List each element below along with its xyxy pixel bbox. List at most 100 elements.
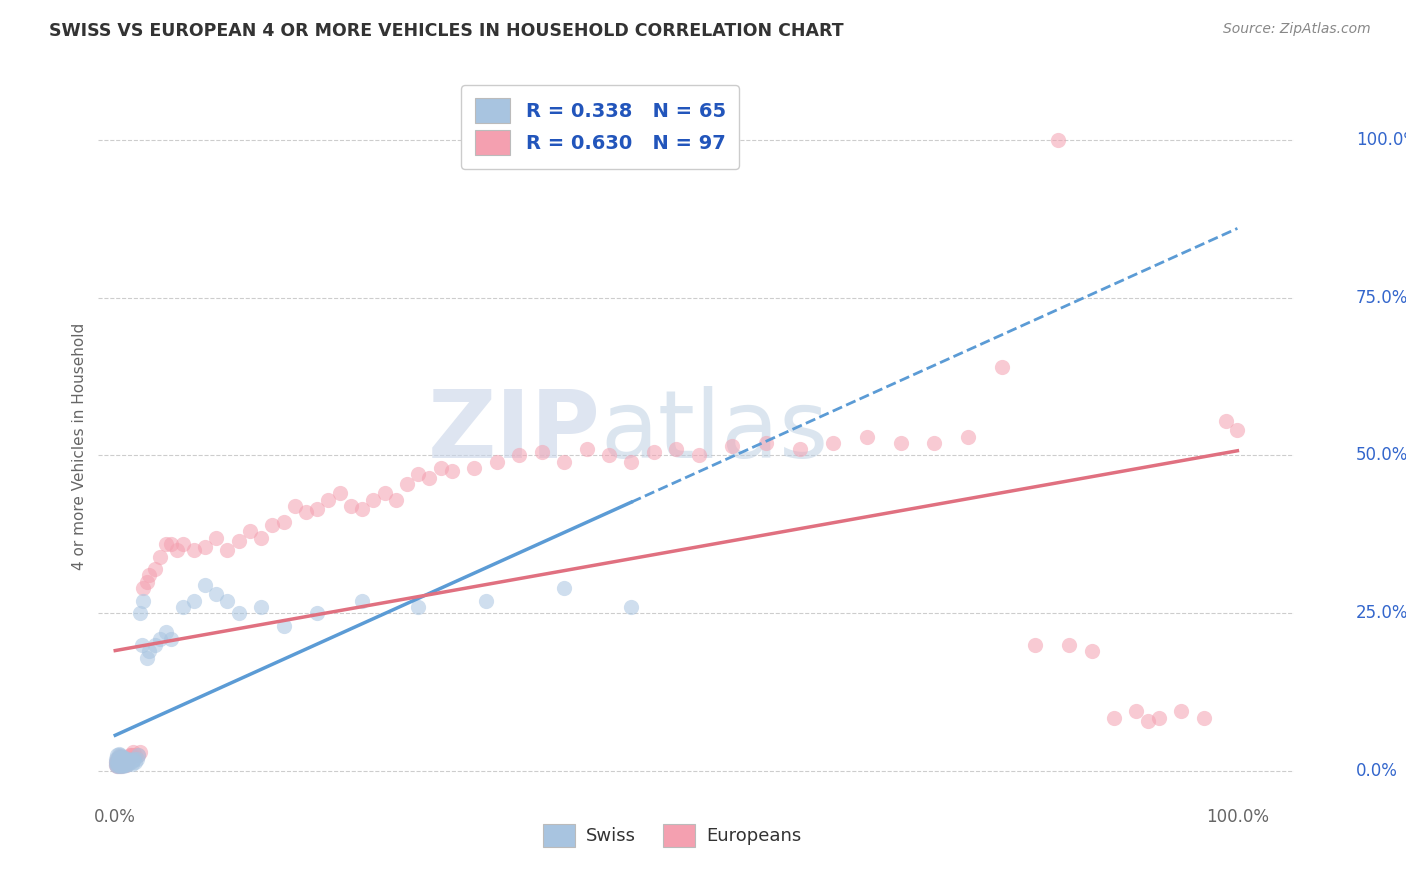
Point [643, 445, 665, 459]
Point [575, 442, 598, 457]
Point [239, 524, 262, 539]
Point [107, 756, 129, 771]
Point [823, 435, 845, 450]
Point [115, 758, 138, 772]
Y-axis label: 4 or more Vehicles in Household: 4 or more Vehicles in Household [72, 322, 87, 570]
Point [107, 750, 129, 764]
Point [273, 515, 295, 529]
Point [374, 486, 396, 500]
Point [110, 756, 132, 771]
Point [112, 755, 135, 769]
Text: 25.0%: 25.0% [1355, 605, 1406, 623]
Point [688, 449, 710, 463]
Point [250, 600, 273, 615]
Point [118, 751, 141, 765]
Point [155, 625, 177, 640]
Point [406, 600, 429, 615]
Point [111, 754, 134, 768]
Point [132, 581, 155, 595]
Point [160, 537, 183, 551]
Point [107, 753, 129, 767]
Point [115, 751, 138, 765]
Point [217, 543, 239, 558]
Point [406, 467, 429, 482]
Point [228, 607, 250, 621]
Text: Source: ZipAtlas.com: Source: ZipAtlas.com [1223, 22, 1371, 37]
Text: 100.0%: 100.0% [1355, 131, 1406, 149]
Point [1057, 638, 1080, 652]
Point [110, 759, 132, 773]
Point [105, 758, 128, 772]
Point [108, 749, 131, 764]
Point [127, 748, 149, 763]
Point [924, 435, 946, 450]
Point [155, 537, 177, 551]
Text: SWISS VS EUROPEAN 4 OR MORE VEHICLES IN HOUSEHOLD CORRELATION CHART: SWISS VS EUROPEAN 4 OR MORE VEHICLES IN … [49, 22, 844, 40]
Point [138, 568, 160, 582]
Point [307, 607, 329, 621]
Point [205, 587, 228, 601]
Point [318, 492, 340, 507]
Point [125, 751, 148, 765]
Point [363, 492, 385, 507]
Point [463, 461, 485, 475]
Point [135, 650, 157, 665]
Point [120, 748, 142, 763]
Point [329, 486, 352, 500]
Point [143, 638, 166, 652]
Point [112, 751, 135, 765]
Point [1024, 638, 1046, 652]
Text: 75.0%: 75.0% [1355, 289, 1406, 307]
Point [183, 543, 205, 558]
Point [111, 758, 134, 772]
Point [132, 593, 155, 607]
Point [108, 758, 131, 772]
Point [108, 755, 131, 769]
Point [107, 756, 129, 770]
Point [111, 758, 134, 772]
Point [856, 429, 879, 443]
Text: 50.0%: 50.0% [1355, 447, 1406, 465]
Point [105, 751, 128, 765]
Point [340, 499, 363, 513]
Text: atlas: atlas [600, 385, 828, 478]
Point [957, 429, 980, 443]
Point [273, 619, 295, 633]
Point [117, 755, 139, 769]
Point [115, 753, 138, 767]
Point [108, 751, 131, 765]
Point [112, 756, 135, 771]
Point [138, 644, 160, 658]
Point [112, 750, 135, 764]
Point [553, 455, 575, 469]
Point [108, 754, 131, 768]
Point [105, 755, 128, 769]
Point [990, 360, 1012, 375]
Point [149, 632, 172, 646]
Point [721, 439, 744, 453]
Point [1170, 704, 1192, 718]
Point [124, 755, 146, 769]
Point [124, 748, 146, 763]
Point [440, 464, 463, 478]
Point [107, 759, 129, 773]
Point [194, 578, 217, 592]
Point [122, 745, 145, 759]
Point [1125, 704, 1147, 718]
Point [135, 574, 157, 589]
Point [205, 531, 228, 545]
Point [307, 502, 329, 516]
Point [1046, 133, 1069, 147]
Point [1192, 710, 1215, 724]
Point [129, 745, 152, 759]
Point [122, 753, 145, 767]
Point [114, 756, 136, 771]
Point [172, 600, 194, 615]
Point [114, 751, 136, 765]
Point [250, 531, 273, 545]
Point [105, 755, 128, 769]
Point [108, 748, 131, 763]
Point [114, 755, 136, 769]
Point [124, 751, 146, 765]
Point [553, 581, 575, 595]
